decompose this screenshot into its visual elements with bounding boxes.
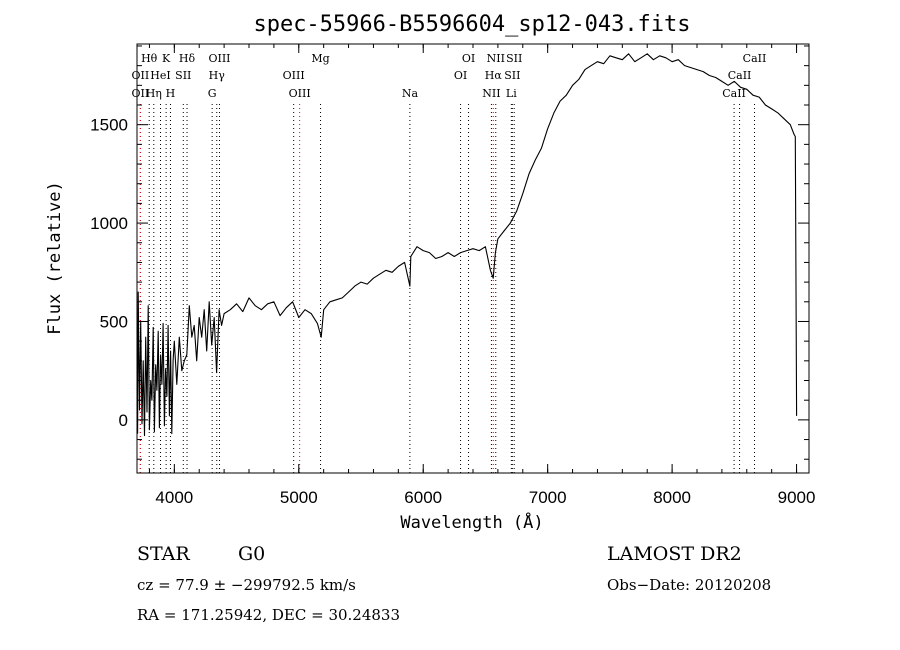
line-marker-label-21: SII (506, 52, 522, 65)
plot-area (136, 43, 810, 474)
line-marker-label-23: Li (506, 87, 517, 100)
line-marker-label-4: K (162, 52, 171, 65)
y-tick-label-3: 1500 (90, 116, 128, 135)
line-marker-label-11: G (208, 87, 217, 100)
line-marker-label-8: Hδ (179, 52, 196, 65)
line-marker-label-5: HeI (150, 69, 170, 82)
line-marker-label-24: CaII (743, 52, 767, 65)
plot-frame (136, 43, 810, 474)
class-label: STAR (137, 543, 190, 565)
line-marker-label-12: OIII (283, 69, 305, 82)
line-marker-label-10: Hγ (209, 69, 226, 82)
cz-text: cz = 77.9 ± −299792.5 km/s (137, 576, 356, 594)
line-marker-label-6: SII (175, 69, 191, 82)
line-marker-label-1: OII (132, 69, 150, 82)
y-axis-title: Flux (relative) (45, 181, 65, 335)
x-tick-label-3: 7000 (529, 488, 567, 507)
x-tick-label-2: 6000 (404, 488, 442, 507)
y-tick-label-2: 1000 (90, 214, 128, 233)
chart-title: spec-55966-B5596604_sp12-043.fits (253, 12, 690, 37)
y-tick-label-1: 500 (100, 312, 128, 331)
line-marker-label-20: NII (482, 87, 500, 100)
x-tick-label-0: 4000 (155, 488, 193, 507)
axes: 4000 5000 6000 7000 8000 9000 0 500 1000 1500 (90, 44, 815, 507)
line-marker-label-22: SII (504, 69, 520, 82)
x-tick-label-1: 5000 (280, 488, 318, 507)
line-marker-label-18: NII (487, 52, 505, 65)
line-marker-label-26: CaII (722, 87, 746, 100)
line-marker-label-25: CaII (728, 69, 752, 82)
x-tick-label-4: 8000 (653, 488, 691, 507)
obs-date-text: Obs−Date: 20120208 (607, 576, 771, 594)
x-tick-label-5: 9000 (778, 488, 816, 507)
survey-label: LAMOST DR2 (607, 543, 742, 565)
line-marker-label-7: H (166, 87, 176, 100)
radec-text: RA = 171.25942, DEC = 30.24833 (137, 606, 400, 624)
line-marker-label-17: OI (454, 69, 467, 82)
x-axis-title: Wavelength (Å) (400, 511, 543, 533)
line-marker-label-15: Na (402, 87, 419, 100)
line-marker-label-9: OIII (208, 52, 230, 65)
line-marker-label-13: OIII (289, 87, 311, 100)
line-marker-label-0: Hθ (141, 52, 158, 65)
line-marker-label-2: OII (132, 87, 150, 100)
subclass-label: G0 (238, 543, 265, 565)
y-tick-label-0: 0 (119, 411, 128, 430)
line-marker-label-14: Mg (311, 52, 329, 65)
line-marker-label-3: Hη (146, 87, 162, 100)
line-marker-label-16: OI (462, 52, 475, 65)
line-marker-label-19: Hα (485, 69, 503, 82)
spectrum-line (137, 53, 798, 437)
